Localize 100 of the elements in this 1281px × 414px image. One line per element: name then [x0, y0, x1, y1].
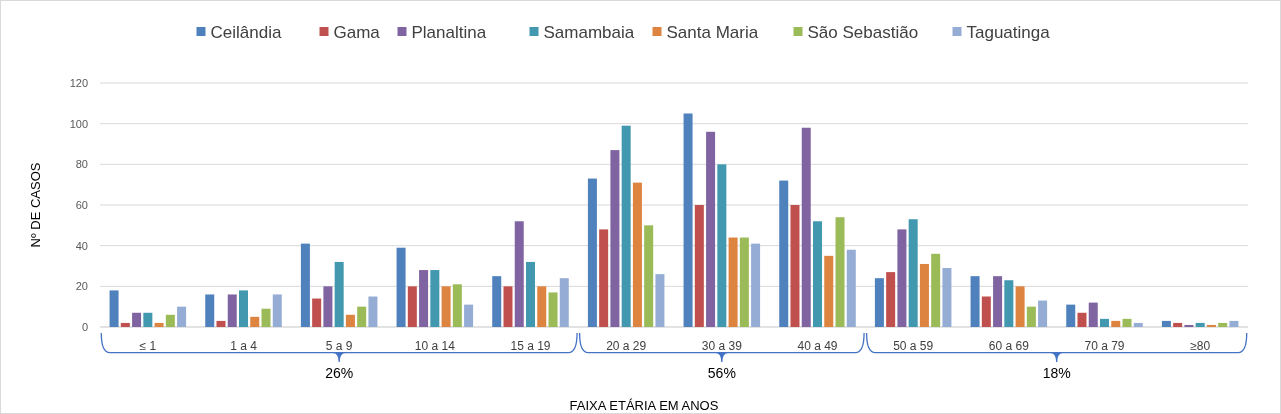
bar	[801, 127, 811, 327]
bar	[452, 284, 462, 327]
bar	[908, 219, 918, 327]
bar	[1161, 320, 1171, 327]
legend-label: Taguatinga	[966, 22, 1051, 42]
text: 26%	[325, 365, 354, 381]
bar	[919, 263, 929, 327]
bar	[239, 290, 248, 327]
bar	[109, 290, 119, 327]
bar	[300, 243, 310, 327]
bar	[1195, 322, 1205, 327]
bar	[655, 274, 665, 327]
bar	[706, 131, 716, 327]
bar	[1184, 324, 1194, 327]
bar	[334, 261, 344, 327]
bar	[407, 286, 417, 327]
bar	[368, 296, 378, 327]
text: 56%	[707, 365, 736, 381]
bar	[790, 205, 800, 327]
bar	[835, 217, 845, 327]
bar	[739, 237, 749, 327]
bar	[227, 294, 237, 327]
y-tick-label: 40	[75, 239, 88, 252]
bar	[874, 278, 884, 327]
bar	[683, 113, 693, 327]
x-tick-label: 70 a 79	[1084, 339, 1125, 354]
bar	[1173, 322, 1183, 327]
bar	[610, 150, 620, 327]
x-tick-label: 40 a 49	[797, 339, 838, 354]
bar	[250, 316, 260, 327]
bar	[779, 180, 789, 327]
y-tick-label: 100	[69, 117, 88, 130]
bar	[165, 314, 175, 327]
bar	[694, 205, 704, 327]
legend-label: Gama	[333, 22, 381, 42]
x-tick-label: ≥80	[1190, 339, 1211, 354]
bar	[1218, 322, 1228, 327]
bar	[717, 164, 727, 327]
bar	[824, 255, 834, 327]
bar	[357, 306, 367, 327]
bar	[132, 312, 142, 327]
bar	[154, 322, 164, 327]
legend-label: Santa Maria	[666, 22, 759, 42]
bar	[419, 270, 429, 327]
bar	[1038, 300, 1048, 327]
bar	[143, 312, 153, 327]
x-tick-label: 10 a 14	[414, 339, 456, 354]
bar	[323, 286, 333, 327]
bar	[1111, 320, 1121, 327]
legend-label: Ceilândia	[210, 22, 282, 42]
x-tick-label: ≤ 1	[139, 339, 157, 354]
text: 18%	[1042, 365, 1071, 381]
bar	[931, 253, 941, 327]
bar	[312, 298, 322, 327]
bar	[514, 221, 524, 327]
bar	[205, 294, 215, 327]
y-axis-title: Nº DE CASOS	[28, 162, 43, 248]
bar	[897, 229, 907, 327]
bar	[1133, 322, 1143, 327]
bar	[644, 225, 654, 327]
bar	[177, 306, 187, 327]
bar	[1088, 302, 1098, 327]
bar	[632, 182, 642, 327]
legend-label: Planaltina	[411, 22, 487, 42]
x-tick-label: 5 a 9	[325, 339, 353, 354]
bar	[1066, 304, 1076, 327]
bar	[970, 276, 980, 327]
y-tick-label: 120	[69, 76, 88, 89]
y-tick-label: 0	[81, 320, 88, 333]
bar	[1026, 306, 1036, 327]
bar	[526, 261, 535, 327]
x-tick-label: 30 a 39	[701, 339, 743, 354]
bar	[1015, 286, 1025, 327]
bar	[216, 320, 226, 327]
x-tick-label: 60 a 69	[988, 339, 1030, 354]
bar	[261, 308, 271, 327]
bar	[846, 249, 856, 327]
bar	[503, 286, 513, 327]
x-tick-label: 20 a 29	[606, 339, 647, 354]
bar	[1004, 280, 1014, 327]
bar	[942, 268, 952, 327]
bar	[751, 243, 761, 327]
bar	[1229, 320, 1239, 327]
bar	[441, 286, 451, 327]
bar	[981, 296, 991, 327]
bar	[396, 247, 406, 327]
bar	[1122, 318, 1132, 327]
y-tick-label: 60	[75, 198, 88, 211]
bar	[548, 292, 558, 327]
x-tick-label: 50 a 59	[893, 339, 934, 354]
bar	[1100, 318, 1109, 327]
bar	[993, 276, 1003, 327]
bar	[813, 221, 822, 327]
bar	[492, 276, 502, 327]
y-tick-label: 80	[75, 158, 88, 171]
bar	[621, 125, 631, 327]
bar	[728, 237, 738, 327]
legend-label: Samambaia	[543, 22, 635, 42]
bar	[120, 322, 130, 327]
bar	[345, 314, 355, 327]
